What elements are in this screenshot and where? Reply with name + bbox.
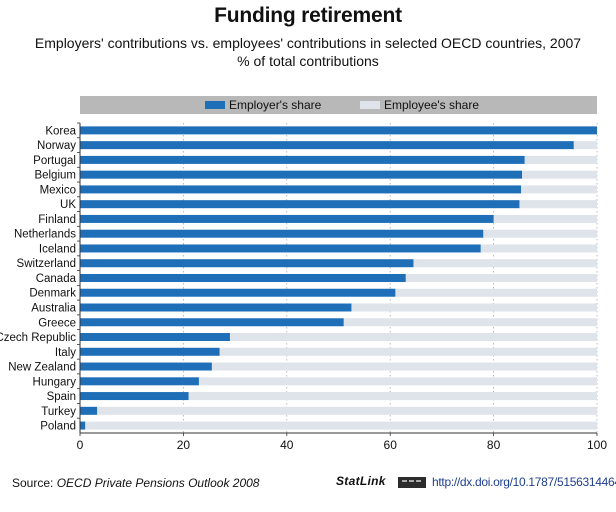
- bar-employee-share: [211, 362, 597, 371]
- statlink-label: StatLink: [336, 474, 386, 488]
- doi-link[interactable]: http://dx.doi.org/10.1787/515631446462: [432, 475, 616, 489]
- bar-employee-share: [198, 377, 597, 386]
- category-label: Poland: [40, 421, 76, 433]
- chart-subtitle: Employers' contributions vs. employees' …: [34, 35, 582, 51]
- source-title: OECD Private Pensions Outlook 2008: [56, 476, 260, 490]
- x-tick-label: 60: [384, 438, 398, 452]
- bar-employee-share: [521, 185, 597, 194]
- legend-label: Employer's share: [229, 98, 322, 112]
- bar-employee-share: [219, 347, 597, 356]
- bar-employee-share: [413, 259, 597, 268]
- bar-employer-share: [80, 392, 189, 401]
- bar-employer-share: [80, 377, 199, 386]
- category-label: Finland: [38, 214, 76, 226]
- category-label: Hungary: [33, 376, 77, 388]
- bar-chart: Employer's share Employee's share Korea Nor…: [0, 96, 607, 452]
- bar-employee-share: [343, 318, 597, 327]
- bar-employer-share: [80, 155, 525, 164]
- x-tick-label: 80: [487, 438, 501, 452]
- bar-employer-share: [80, 288, 396, 297]
- bar-employee-share: [573, 141, 597, 150]
- category-label: Denmark: [29, 288, 76, 300]
- source-label: Source:: [12, 476, 57, 490]
- bar-employer-share: [80, 185, 522, 194]
- bar-employee-share: [480, 244, 597, 253]
- category-label: Korea: [45, 125, 76, 137]
- chart-title: Funding retirement: [214, 4, 402, 27]
- category-label: Switzerland: [17, 258, 76, 270]
- bar-employee-share: [522, 170, 597, 179]
- bar-employee-share: [229, 333, 597, 342]
- bar-employer-share: [80, 170, 523, 179]
- bar-employee-share: [493, 214, 597, 223]
- chart-unit: % of total contributions: [237, 53, 379, 69]
- bar-employee-share: [395, 288, 597, 297]
- bar-employer-share: [80, 421, 86, 430]
- bar-employee-share: [483, 229, 597, 238]
- bar-employer-share: [80, 333, 230, 342]
- category-label: Canada: [36, 273, 77, 285]
- bar-employer-share: [80, 200, 520, 209]
- category-label: Belgium: [34, 170, 76, 182]
- bar-employer-share: [80, 214, 494, 223]
- bar-employee-share: [351, 303, 597, 312]
- category-label: Portugal: [33, 155, 76, 167]
- bar-employee-share: [519, 200, 597, 209]
- legend-band: [80, 96, 597, 114]
- category-label: UK: [60, 199, 76, 211]
- bar-employee-share: [405, 273, 597, 282]
- x-tick-label: 40: [280, 438, 294, 452]
- bar-employer-share: [80, 126, 597, 135]
- category-label: Italy: [55, 347, 76, 359]
- category-label: Turkey: [41, 406, 76, 418]
- category-label: Norway: [37, 140, 76, 152]
- bar-employer-share: [80, 318, 344, 327]
- bar-employee-share: [97, 406, 597, 415]
- bar-employee-share: [524, 155, 597, 164]
- category-label: Greece: [38, 317, 76, 329]
- legend-swatch: [360, 101, 380, 109]
- category-label: Spain: [47, 391, 76, 403]
- category-label: Netherlands: [14, 229, 76, 241]
- legend-swatch: [205, 101, 225, 109]
- x-tick-label: 0: [77, 438, 84, 452]
- bar-employer-share: [80, 244, 481, 253]
- bar-employer-share: [80, 141, 574, 150]
- category-label: New Zealand: [8, 362, 76, 374]
- legend-label: Employee's share: [384, 98, 479, 112]
- x-tick-label: 20: [177, 438, 191, 452]
- bar-employer-share: [80, 347, 220, 356]
- bar-employee-share: [188, 392, 597, 401]
- x-tick-label: 100: [587, 438, 607, 452]
- bar-employee-share: [85, 421, 598, 430]
- category-label: Czech Republic: [0, 332, 76, 344]
- statlink-logo-icon: [398, 477, 426, 488]
- bar-employer-share: [80, 259, 414, 268]
- category-label: Australia: [31, 303, 76, 315]
- bar-employer-share: [80, 303, 352, 312]
- bar-employer-share: [80, 406, 98, 415]
- source-note: Source: OECD Private Pensions Outlook 20…: [12, 476, 259, 490]
- bar-employer-share: [80, 229, 484, 238]
- bar-employer-share: [80, 273, 406, 282]
- category-label: Iceland: [39, 243, 76, 255]
- bar-employer-share: [80, 362, 212, 371]
- category-label: Mexico: [40, 184, 76, 196]
